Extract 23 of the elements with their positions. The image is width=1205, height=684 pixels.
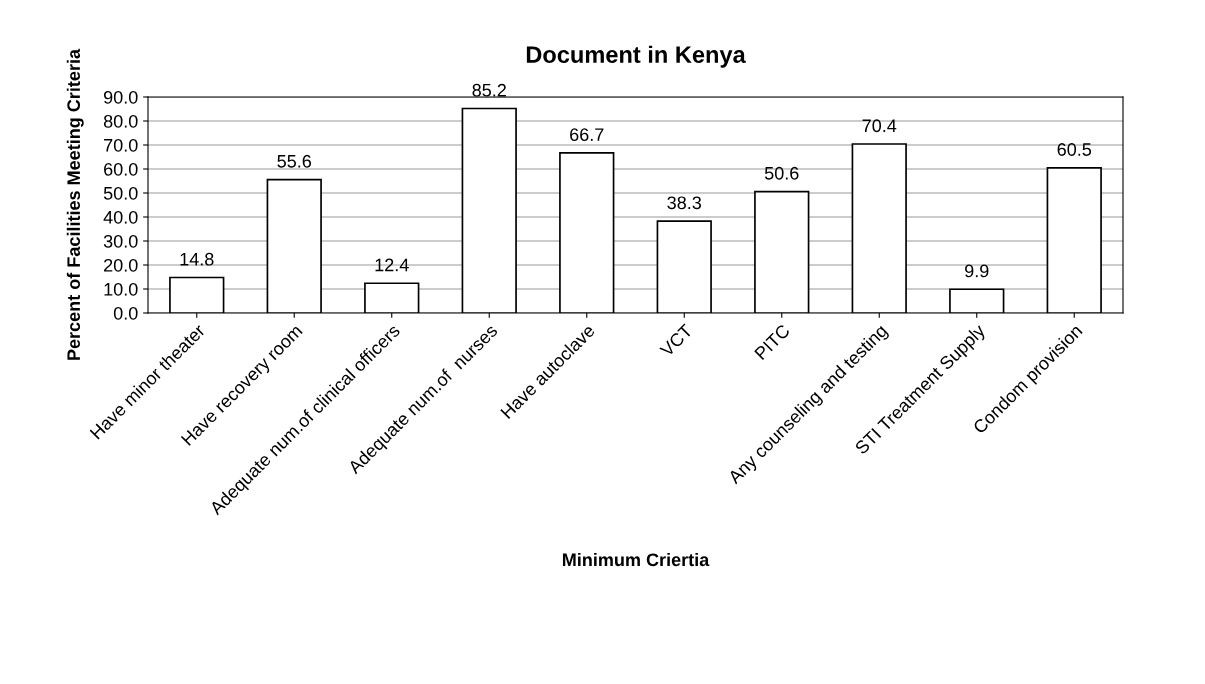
data-label: 14.8 xyxy=(180,252,214,266)
data-label: 70.4 xyxy=(862,119,897,133)
data-label: 12.4 xyxy=(375,258,409,272)
y-tick-label: 60.0 xyxy=(104,162,138,176)
y-tick-label: 90.0 xyxy=(103,90,138,104)
y-tick-label: 10.0 xyxy=(104,282,138,296)
data-label: 60.5 xyxy=(1057,143,1092,156)
y-tick-label: 20.0 xyxy=(104,258,138,272)
data-label: 50.6 xyxy=(764,166,799,180)
data-label: 55.6 xyxy=(277,154,312,168)
data-label: 85.2 xyxy=(472,83,506,97)
y-tick-label: 70.0 xyxy=(104,138,138,152)
y-axis-title: Percent of Facilities Meeting Criteria xyxy=(66,48,84,360)
x-axis-title: Minimum Criertia xyxy=(562,552,710,567)
data-label: 38.3 xyxy=(667,196,702,210)
y-tick-label: 50.0 xyxy=(103,186,138,200)
chart-title: Document in Kenya xyxy=(526,45,746,68)
y-tick-label: 30.0 xyxy=(103,234,138,248)
y-tick-label: 40.0 xyxy=(103,210,138,224)
data-label: 66.7 xyxy=(570,128,604,142)
y-tick-label: 80.0 xyxy=(103,114,138,128)
y-tick-label: 0.0 xyxy=(113,306,138,320)
data-label: 9.9 xyxy=(965,264,989,278)
